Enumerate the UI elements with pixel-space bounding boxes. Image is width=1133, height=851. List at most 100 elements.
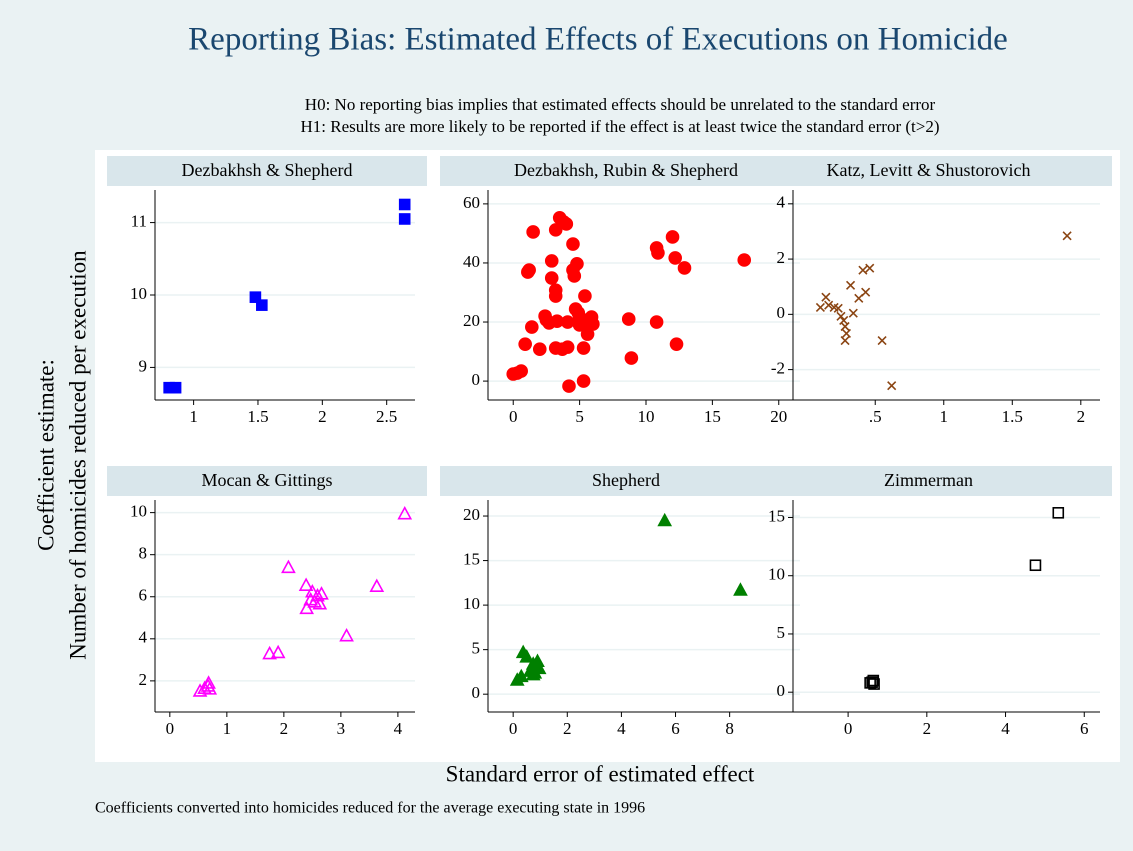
point <box>586 317 600 331</box>
point <box>525 666 541 681</box>
point <box>824 300 834 310</box>
plot-background <box>95 150 1120 762</box>
panel-title: Shepherd <box>592 470 660 490</box>
point <box>544 271 559 285</box>
y-tick-label: 0 <box>472 683 481 702</box>
point <box>576 374 591 388</box>
panel-title: Dezbakhsh & Shepherd <box>182 160 353 180</box>
point <box>833 303 843 313</box>
point <box>840 336 850 346</box>
point <box>256 299 268 311</box>
y-tick-label: 8 <box>139 544 148 563</box>
x-tick-label: .5 <box>869 407 882 426</box>
y-tick-label: 5 <box>472 639 481 658</box>
y-tick-label: 2 <box>777 248 786 267</box>
panel-title: Dezbakhsh, Rubin & Shepherd <box>514 160 738 180</box>
y-tick-label: 40 <box>463 252 480 271</box>
point <box>544 254 559 268</box>
point <box>1052 507 1065 519</box>
point <box>312 596 328 610</box>
point <box>1062 231 1072 241</box>
point <box>526 225 540 239</box>
point <box>840 321 850 332</box>
x-tick-label: 3 <box>337 719 346 738</box>
y-tick-label: 15 <box>768 506 785 525</box>
x-tick-label: 15 <box>704 407 721 426</box>
y-tick-label: 0 <box>472 370 481 389</box>
subtitle: H0: No reporting bias implies that estim… <box>305 95 936 114</box>
point <box>865 263 875 273</box>
point <box>861 287 871 297</box>
point <box>531 660 547 675</box>
point <box>841 328 852 338</box>
panel-header <box>745 466 1112 496</box>
x-tick-label: 1 <box>940 407 949 426</box>
point <box>669 337 684 351</box>
point <box>548 289 563 303</box>
x-tick-label: 8 <box>725 719 734 738</box>
chart-title: Reporting Bias: Estimated Effects of Exe… <box>188 22 1008 58</box>
y-tick-label: 11 <box>131 211 147 230</box>
point <box>397 506 413 520</box>
x-tick-label: 2 <box>1077 407 1086 426</box>
point <box>299 600 315 615</box>
point <box>398 213 411 225</box>
point <box>202 681 218 695</box>
x-tick-label: 2 <box>563 719 572 738</box>
point <box>314 586 329 600</box>
y-axis-title: Coefficient estimate: <box>33 359 58 551</box>
x-tick-label: 1 <box>189 407 198 426</box>
point <box>578 289 592 303</box>
point <box>665 230 680 244</box>
panel-title: Zimmerman <box>884 470 973 490</box>
y-tick-label: 4 <box>777 193 786 212</box>
point <box>169 381 182 394</box>
panel-header <box>745 156 1112 186</box>
point <box>668 251 683 265</box>
x-tick-label: 1.5 <box>247 407 268 426</box>
point <box>281 559 296 574</box>
y-tick-label: 4 <box>139 628 148 647</box>
point <box>651 246 665 260</box>
point <box>821 292 831 302</box>
point <box>560 340 575 354</box>
point <box>262 645 277 660</box>
y-tick-label: 9 <box>139 356 148 375</box>
x-tick-label: 0 <box>844 719 853 738</box>
panel-header <box>107 156 427 186</box>
point <box>305 584 320 598</box>
point <box>514 364 528 378</box>
x-tick-label: 2 <box>923 719 932 738</box>
point <box>398 198 411 211</box>
point <box>270 644 286 659</box>
y-tick-label: -2 <box>771 359 785 378</box>
point <box>1029 559 1042 572</box>
point <box>848 308 858 318</box>
point <box>864 677 876 689</box>
y-axis-title: Number of homicides reduced per executio… <box>65 250 90 660</box>
x-tick-label: 10 <box>637 407 654 426</box>
y-tick-label: 2 <box>139 670 148 689</box>
subtitle: H1: Results are more likely to be report… <box>301 117 940 136</box>
panel-title: Mocan & Gittings <box>202 470 333 490</box>
point <box>525 320 539 334</box>
point <box>249 291 262 303</box>
point <box>562 379 576 393</box>
y-tick-label: 15 <box>463 549 480 568</box>
x-tick-label: 4 <box>617 719 626 738</box>
point <box>624 351 639 365</box>
y-tick-label: 20 <box>463 505 480 524</box>
point <box>858 265 868 275</box>
x-tick-label: 4 <box>394 719 403 738</box>
x-tick-label: 20 <box>770 407 787 426</box>
x-tick-label: 4 <box>1001 719 1010 738</box>
x-tick-label: 0 <box>166 719 175 738</box>
point <box>518 337 532 351</box>
point <box>522 263 536 277</box>
point <box>567 269 582 283</box>
x-tick-label: 2 <box>318 407 327 426</box>
y-tick-label: 10 <box>130 284 147 303</box>
y-tick-label: 0 <box>777 681 786 700</box>
y-tick-label: 10 <box>130 502 147 521</box>
